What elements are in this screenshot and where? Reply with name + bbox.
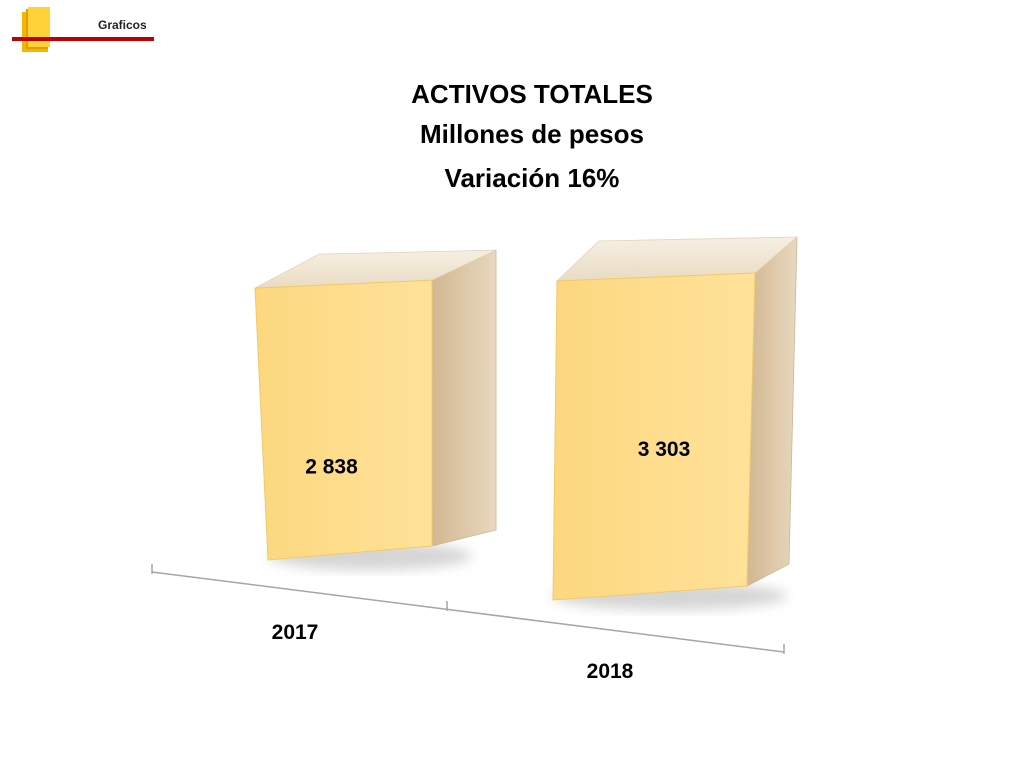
x-tick-label-2017: 2017	[272, 621, 319, 644]
x-axis-line	[151, 571, 785, 653]
x-axis	[151, 564, 785, 654]
section-label: Graficos	[98, 18, 147, 32]
chart-title: ACTIVOS TOTALES Millones de pesos Variació…	[411, 79, 653, 193]
chart-title-line-3: Variación 16%	[445, 163, 620, 193]
header-logo: Graficos	[0, 0, 170, 60]
data-label-2017: 2 838	[305, 456, 358, 479]
bar-2018	[552, 272, 756, 601]
header-red-line	[12, 37, 154, 41]
bar-side-2017	[431, 249, 497, 547]
data-label-2018: 3 303	[638, 438, 691, 461]
chart-title-line-2: Millones de pesos	[420, 119, 644, 149]
bar-2017	[254, 279, 433, 561]
x-tick-label-2018: 2018	[587, 660, 634, 683]
chart-title-line-1: ACTIVOS TOTALES	[411, 79, 653, 109]
